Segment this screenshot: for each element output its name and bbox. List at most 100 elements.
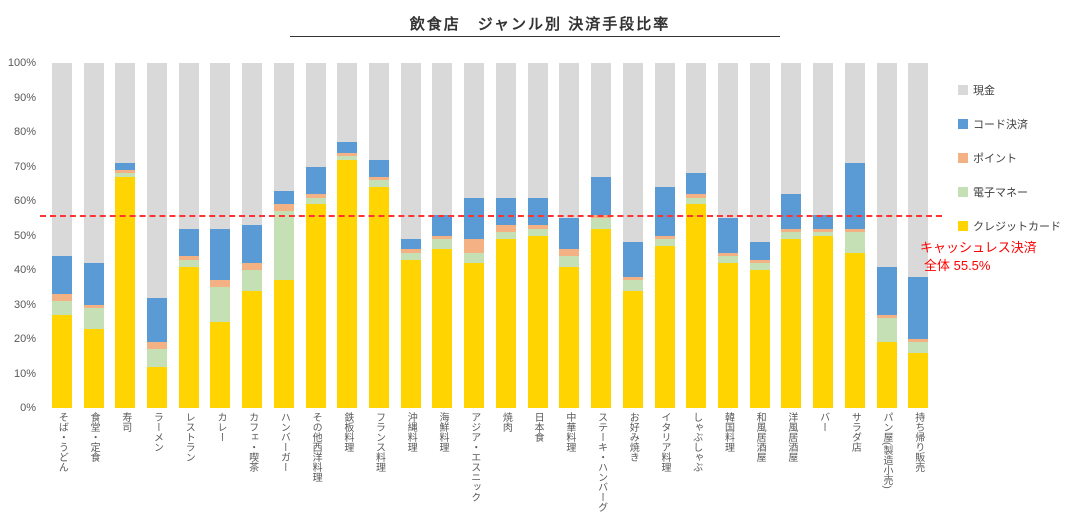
legend: 現金 コード決済 ポイント 電子マネー クレジットカード (958, 82, 1061, 234)
stacked-bar (51, 63, 72, 408)
x-axis-label: カレー (214, 412, 226, 442)
bar-segment (908, 339, 929, 343)
x-axis-label: そば・うどん (56, 412, 68, 472)
bar-segment (115, 63, 136, 164)
x-label-cell: カレー (205, 412, 237, 528)
y-tick-label: 30% (13, 298, 36, 311)
x-label-cell: 寿司 (109, 412, 141, 528)
bar-segment (432, 238, 453, 250)
bar-segment (83, 304, 104, 308)
bar-segment (813, 235, 834, 408)
x-axis-label: 洋風居酒屋 (785, 412, 797, 462)
x-axis-label: カフェ・喫茶 (246, 412, 258, 472)
bar-segment (305, 63, 326, 167)
stacked-bar (273, 63, 294, 408)
legend-label: 電子マネー (973, 187, 1028, 199)
bar-segment (813, 63, 834, 215)
bar-segment (210, 280, 231, 288)
bar-segment (749, 259, 770, 264)
bar-segment (400, 238, 421, 250)
bar-segment (527, 235, 548, 408)
x-axis: そば・うどん 食堂・定食 寿司 ラーメン レストラン カレー カフェ・喫茶 ハンバーガー その他… (46, 412, 934, 528)
stacked-bar (83, 63, 104, 408)
bar-segment (51, 294, 72, 302)
x-label-cell: アジア・エスニック (458, 412, 490, 528)
stacked-bar (242, 63, 263, 408)
bar-segment (51, 301, 72, 315)
x-label-cell: 海鮮料理 (427, 412, 459, 528)
bar-segment (147, 297, 168, 343)
bar-segment (813, 228, 834, 233)
bar-segment (908, 352, 929, 408)
bar-column (427, 63, 459, 408)
bar-segment (178, 259, 199, 267)
bar-segment (147, 342, 168, 350)
bar-column (236, 63, 268, 408)
bar-segment (369, 187, 390, 408)
bar-segment (464, 197, 485, 239)
bar-segment (369, 159, 390, 177)
x-axis-label: レストラン (183, 412, 195, 462)
x-label-cell: ラーメン (141, 412, 173, 528)
y-tick-label: 0% (20, 402, 36, 414)
stacked-bar (813, 63, 834, 408)
x-axis-label: ラーメン (151, 412, 163, 452)
bar-segment (654, 238, 675, 246)
stacked-bar (178, 63, 199, 408)
bar-segment (527, 225, 548, 229)
stacked-bar (686, 63, 707, 408)
legend-item: ポイント (958, 150, 1061, 166)
y-tick-label: 20% (13, 333, 36, 345)
legend-swatch-icon (958, 85, 968, 95)
title-underline (290, 36, 780, 37)
stacked-bar (844, 63, 865, 408)
bar-segment (242, 225, 263, 264)
bar-segment (781, 232, 802, 239)
bar-segment (686, 204, 707, 408)
bar-segment (210, 287, 231, 322)
x-label-cell: バー (807, 412, 839, 528)
bar-segment (749, 263, 770, 270)
x-label-cell: 沖縄料理 (395, 412, 427, 528)
y-tick-label: 100% (7, 57, 36, 69)
bar-segment (115, 176, 136, 408)
legend-item: クレジットカード (958, 218, 1061, 234)
legend-item: 現金 (958, 82, 1061, 98)
x-label-cell: 洋風居酒屋 (776, 412, 808, 528)
bar-segment (369, 63, 390, 160)
x-label-cell: その他西洋料理 (300, 412, 332, 528)
x-label-cell: フランス料理 (363, 412, 395, 528)
bar-column (300, 63, 332, 408)
bar-segment (51, 63, 72, 257)
bar-column (363, 63, 395, 408)
bar-segment (686, 63, 707, 174)
bar-segment (83, 63, 104, 264)
bar-column (458, 63, 490, 408)
bar-column (871, 63, 903, 408)
bar-column (205, 63, 237, 408)
bar-segment (527, 63, 548, 198)
bar-segment (337, 63, 358, 143)
bar-column (554, 63, 586, 408)
bar-segment (432, 214, 453, 236)
legend-swatch-icon (958, 221, 968, 231)
bar-segment (273, 204, 294, 212)
x-axis-label: 日本食 (532, 412, 544, 442)
bar-segment (908, 63, 929, 277)
x-axis-label: ハンバーガー (278, 412, 290, 472)
bar-column (744, 63, 776, 408)
x-label-cell: サラダ店 (839, 412, 871, 528)
bar-segment (178, 63, 199, 229)
bar-segment (83, 263, 104, 305)
legend-swatch-icon (958, 119, 968, 129)
stacked-bar (908, 63, 929, 408)
x-axis-label: アジア・エスニック (468, 412, 480, 502)
bar-segment (876, 342, 897, 408)
y-tick-label: 60% (13, 195, 36, 207)
y-tick-label: 70% (13, 160, 36, 173)
bar-segment (749, 63, 770, 243)
bar-segment (273, 280, 294, 408)
x-axis-label: 持ち帰り販売 (912, 412, 924, 472)
bar-segment (591, 218, 612, 229)
